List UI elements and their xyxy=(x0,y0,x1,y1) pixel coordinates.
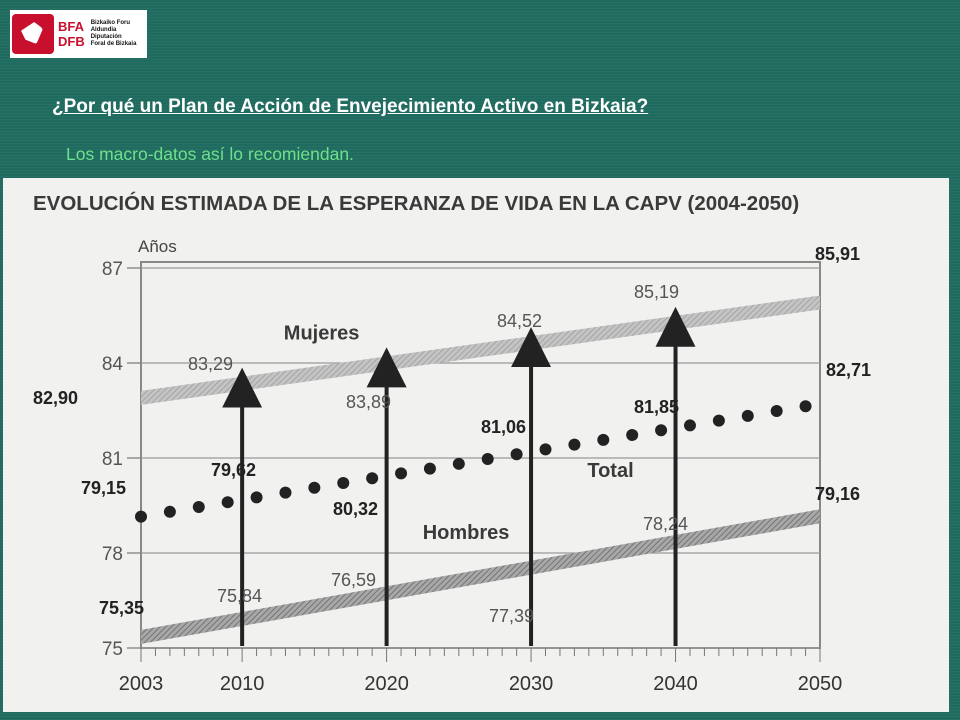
value-label: 75,35 xyxy=(99,598,144,618)
y-axis-label: Años xyxy=(138,237,177,256)
total-point xyxy=(626,429,639,442)
logo-name-line: Foral de Bizkaia xyxy=(90,41,137,47)
total-point xyxy=(741,409,754,422)
total-point xyxy=(366,472,379,485)
x-tick-label: 2010 xyxy=(220,673,265,695)
total-point xyxy=(568,438,581,451)
value-label: 81,85 xyxy=(634,397,679,417)
slide-title: ¿Por qué un Plan de Acción de Envejecimi… xyxy=(52,96,649,117)
life-expectancy-chart: EVOLUCIÓN ESTIMADA DE LA ESPERANZA DE VI… xyxy=(33,191,871,695)
value-label: 82,71 xyxy=(826,360,871,380)
total-point xyxy=(799,400,812,413)
total-point xyxy=(597,433,610,446)
value-label: 75,84 xyxy=(217,586,262,606)
x-tick-label: 2030 xyxy=(509,673,554,695)
total-point xyxy=(539,443,552,456)
value-label: 81,06 xyxy=(481,417,526,437)
total-point xyxy=(481,453,494,466)
series-band-hombres xyxy=(141,509,820,644)
total-point xyxy=(423,462,436,475)
total-point xyxy=(395,467,408,480)
total-point xyxy=(655,424,668,437)
series-name-label: Total xyxy=(587,460,633,482)
value-label: 84,52 xyxy=(497,311,542,331)
series-name-label: Hombres xyxy=(423,522,510,544)
total-point xyxy=(192,500,205,513)
total-point xyxy=(452,457,465,470)
total-point xyxy=(683,419,696,432)
value-label: 76,59 xyxy=(331,570,376,590)
logo-name-line: Aldundia xyxy=(90,27,117,33)
series-band-mujeres xyxy=(141,295,820,405)
y-tick-label: 78 xyxy=(102,544,123,565)
value-label: 83,29 xyxy=(188,354,233,374)
total-point xyxy=(712,414,725,427)
value-label: 79,15 xyxy=(81,478,126,498)
chart-title: EVOLUCIÓN ESTIMADA DE LA ESPERANZA DE VI… xyxy=(33,191,799,215)
logo-name-line: Bizkaiko Foru xyxy=(90,20,131,26)
total-point xyxy=(250,491,263,504)
total-point xyxy=(163,505,176,518)
value-label: 79,16 xyxy=(815,484,860,504)
logo-name-line: Diputación xyxy=(90,34,122,40)
logo-abbreviations: BFA DFB xyxy=(58,19,85,49)
logo-abbr-bottom: DFB xyxy=(58,34,85,49)
value-label: 85,19 xyxy=(634,282,679,302)
total-point xyxy=(221,496,234,509)
x-tick-label: 2003 xyxy=(119,673,164,695)
total-point xyxy=(770,405,783,418)
value-label: 85,91 xyxy=(815,244,860,264)
logo-abbr-top: BFA xyxy=(58,19,84,34)
x-tick-label: 2020 xyxy=(364,673,409,695)
bfa-logo: BFA DFB Bizkaiko Foru Aldundia Diputació… xyxy=(10,10,147,58)
value-label: 78,24 xyxy=(643,514,688,534)
y-tick-label: 84 xyxy=(102,354,124,375)
total-point xyxy=(337,477,350,490)
x-tick-label: 2050 xyxy=(798,673,843,695)
total-point xyxy=(279,486,292,499)
total-point xyxy=(135,510,147,523)
value-label: 77,39 xyxy=(489,606,534,626)
y-tick-label: 87 xyxy=(102,259,123,280)
y-tick-label: 81 xyxy=(102,449,123,470)
slide-subtitle: Los macro-datos así lo recomiendan. xyxy=(66,144,354,164)
logo-emblem-icon xyxy=(12,14,54,54)
value-label: 82,90 xyxy=(33,388,78,408)
logo-names: Bizkaiko Foru Aldundia Diputación Foral … xyxy=(91,20,137,48)
total-point xyxy=(308,481,321,494)
x-tick-label: 2040 xyxy=(653,673,698,695)
chart-panel: EVOLUCIÓN ESTIMADA DE LA ESPERANZA DE VI… xyxy=(3,178,949,712)
value-label: 83,89 xyxy=(346,392,391,412)
y-tick-label: 75 xyxy=(102,639,123,660)
value-label: 79,62 xyxy=(211,460,256,480)
total-point xyxy=(510,448,523,461)
series-name-label: Mujeres xyxy=(284,322,360,344)
value-label: 80,32 xyxy=(333,499,378,519)
